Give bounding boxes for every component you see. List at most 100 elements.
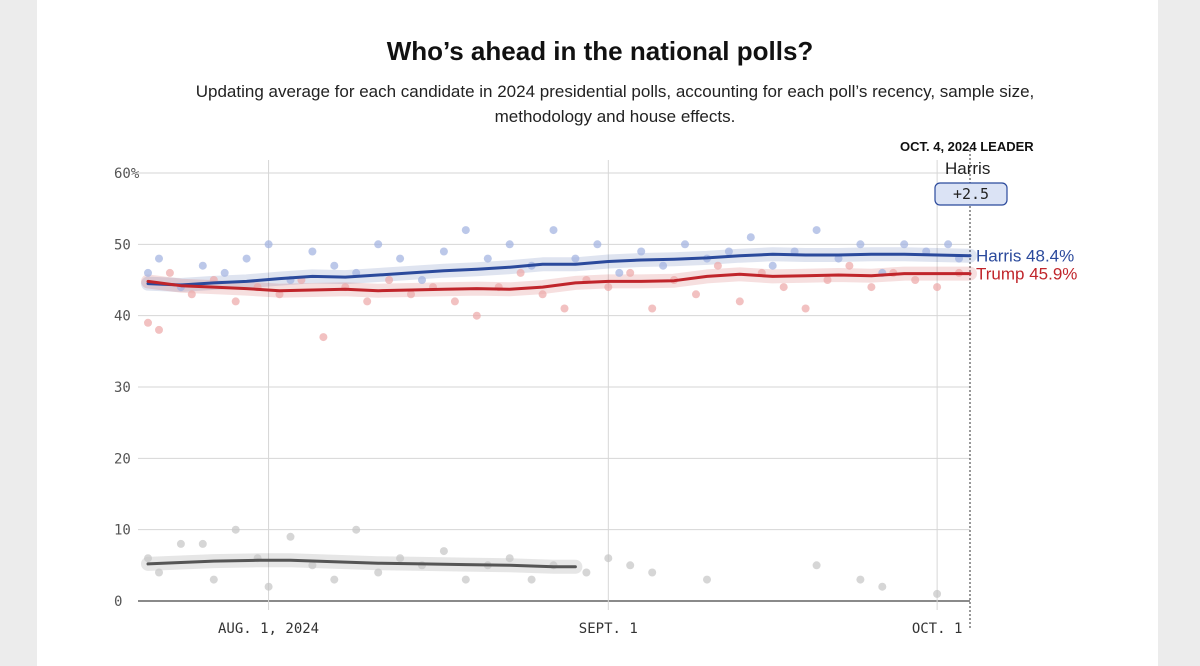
poll-dot [648,568,657,577]
poll-dot [505,554,514,563]
poll-dot [483,254,492,263]
y-tick-label: 10 [114,523,131,539]
poll-dot [155,254,163,263]
grid-layer [138,150,971,630]
trend-line [146,272,972,293]
poll-dot [396,554,405,563]
poll-dot [593,240,602,249]
y-tick-label: 60% [114,166,140,182]
poll-dot [330,575,339,584]
poll-dot [779,283,788,292]
poll-dot [823,276,832,284]
poll-dot [439,247,448,256]
poll-dot [286,532,295,541]
poll-dot [659,261,668,270]
poll-dot [900,240,909,249]
poll-dot [801,304,810,313]
poll-dot [385,276,394,284]
poll-dot [768,261,777,270]
poll-dot [549,226,558,235]
poll-dot [176,539,185,548]
y-tick-label: 20 [114,451,131,467]
leader-margin-badge [934,182,1008,206]
poll-dot [560,304,569,313]
poll-dot [845,261,854,270]
leader-name: Harris [945,159,990,178]
trend-lines-layer [146,252,972,569]
poll-dot [450,297,459,306]
poll-dot [933,283,942,292]
poll-dot [330,261,339,270]
page-subtitle: Updating average for each candidate in 2… [195,82,1035,126]
poll-dot [856,240,865,249]
chart-card [37,0,1158,666]
poll-dot [407,290,415,299]
poll-dot [439,547,448,556]
poll-dot [692,290,700,299]
poll-dot [615,268,624,277]
poll-dot [396,254,405,263]
poll-dot [604,554,613,563]
y-tick-label: 50 [114,237,131,253]
poll-dot [231,525,240,534]
x-tick-label: SEPT. 1 [579,621,638,637]
poll-dot [198,261,207,270]
x-tick-label: AUG. 1, 2024 [218,621,319,637]
poll-dot [275,290,284,299]
poll-dot [604,283,613,292]
y-tick-label: 40 [114,309,131,325]
poll-dot [944,240,953,249]
poll-dot [911,276,920,284]
poll-dot [155,568,163,577]
poll-dot [527,575,536,584]
poll-dot [516,268,525,277]
trend-line [146,252,972,287]
poll-dot [308,247,317,256]
poll-dot [626,268,635,277]
poll-dot [144,554,152,563]
band-layer [141,247,977,574]
poll-dot [812,226,821,235]
poll-dot [626,561,635,570]
y-tick-label: 30 [114,380,131,396]
poll-dot [724,247,733,256]
poll-dot [812,561,821,570]
poll-dot [209,575,218,584]
poll-dot [571,254,580,263]
poll-dot [472,311,481,320]
poll-dot [856,575,865,584]
poll-dot [319,333,328,342]
poll-dot [461,575,470,584]
poll-dot [648,304,657,313]
y-tick-label: 0 [114,594,122,610]
poll-dot [538,290,547,299]
poll-dot [681,240,689,249]
poll-dot [308,561,317,570]
poll-dot [933,589,942,598]
poll-dot [144,318,152,327]
poll-dot [352,525,361,534]
poll-dot [374,240,383,249]
poll-dot [220,268,229,277]
poll-dot [834,254,843,263]
poll-dot [165,268,174,277]
poll-dot [155,325,163,334]
poll-dot [144,268,152,277]
poll-dot [187,290,196,299]
poll-dot [735,297,744,306]
leader-heading: OCT. 4, 2024 LEADER [900,139,1034,154]
poll-dot [703,575,711,584]
x-tick-label: OCT. 1 [912,621,963,637]
poll-dot [418,276,426,284]
poll-dot [582,568,591,577]
poll-dot [264,240,273,249]
poll-dot [374,568,383,577]
poll-dot [713,261,722,270]
leader-margin-value: +2.5 [953,185,989,203]
series-end-label: Trump 45.9% [976,265,1077,284]
poll-dot [461,226,470,235]
poll-dot [264,582,273,591]
poll-dot [363,297,372,306]
page-title: Who’s ahead in the national polls? [386,36,814,66]
